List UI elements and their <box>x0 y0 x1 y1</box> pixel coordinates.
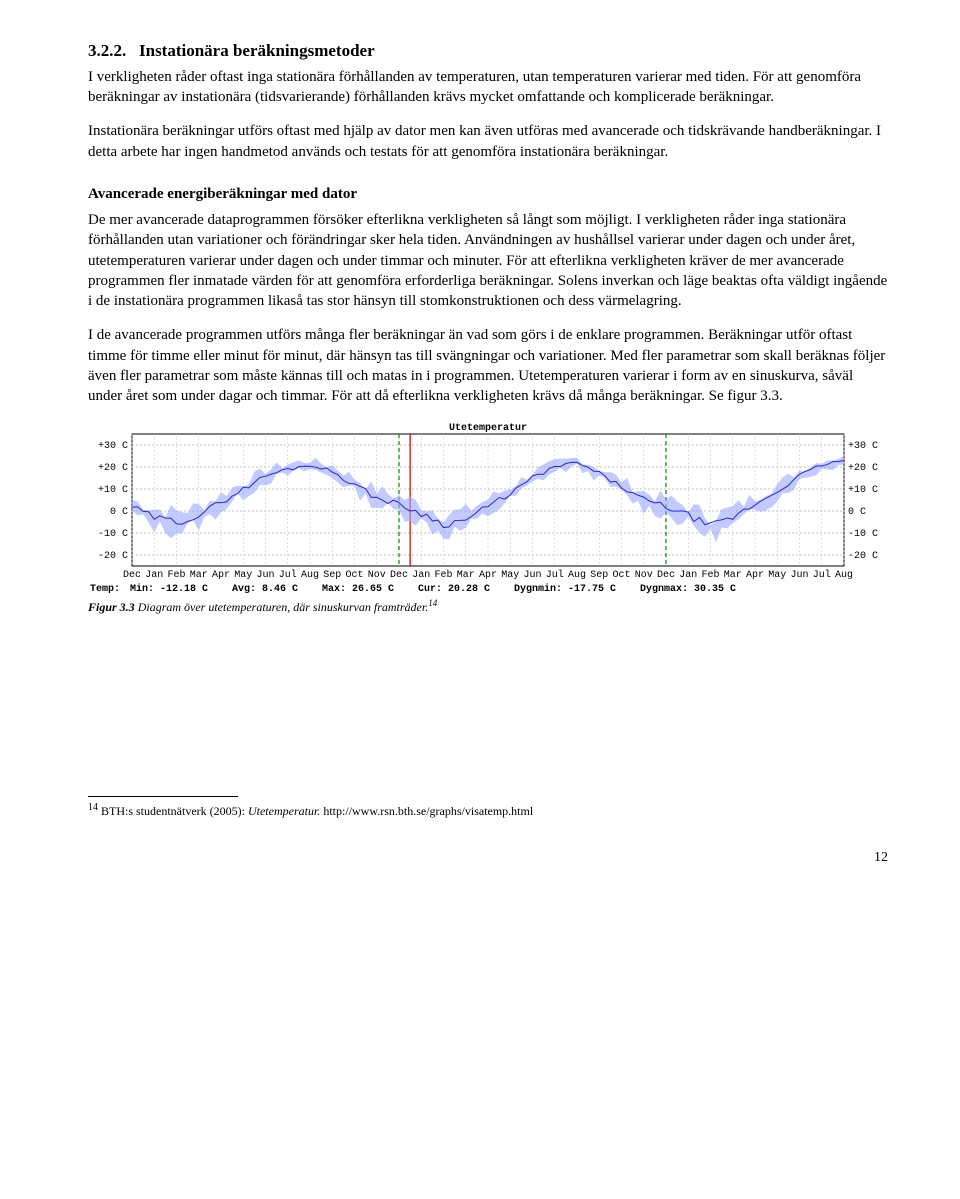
svg-text:Cur: 20.28 C: Cur: 20.28 C <box>418 584 490 595</box>
svg-text:-10 C: -10 C <box>98 529 128 540</box>
svg-text:Min: -12.18 C: Min: -12.18 C <box>130 583 208 595</box>
figure-caption: Figur 3.3 Diagram över utetemperaturen, … <box>88 597 888 615</box>
section-title: Instationära beräkningsmetoder <box>139 41 375 60</box>
svg-text:Jul: Jul <box>546 569 564 581</box>
svg-text:Jun: Jun <box>523 570 541 581</box>
svg-text:Utetemperatur: Utetemperatur <box>449 423 527 434</box>
caption-superscript: 14 <box>428 598 437 608</box>
subheading: Avancerade energiberäkningar med dator <box>88 184 888 204</box>
svg-text:Jan: Jan <box>145 570 163 581</box>
svg-text:Jan: Jan <box>679 570 697 581</box>
section-heading: 3.2.2. Instationära beräkningsmetoder <box>88 40 888 63</box>
page-number: 12 <box>88 849 888 868</box>
paragraph-3: De mer avancerade dataprogrammen försöke… <box>88 210 888 311</box>
footnote-tail: http://www.rsn.bth.se/graphs/visatemp.ht… <box>320 804 533 818</box>
svg-text:May: May <box>768 570 786 581</box>
svg-text:Dec: Dec <box>123 570 141 581</box>
svg-text:Oct: Oct <box>345 570 363 581</box>
svg-text:0 C: 0 C <box>110 507 128 518</box>
footnote-rule <box>88 796 238 797</box>
svg-text:Aug: Aug <box>301 570 319 581</box>
temperature-chart: Utetemperatur -20 C -20 C -10 C -10 C 0 C 0 C +… <box>88 420 888 595</box>
svg-text:Mar: Mar <box>724 570 742 581</box>
svg-text:0 C: 0 C <box>848 507 866 518</box>
svg-text:-20 C: -20 C <box>848 551 878 562</box>
svg-text:Apr: Apr <box>212 570 230 581</box>
svg-text:Aug: Aug <box>835 570 853 581</box>
svg-text:Mar: Mar <box>190 570 208 581</box>
svg-text:Temp:: Temp: <box>90 584 120 595</box>
svg-text:Dygnmin: -17.75 C: Dygnmin: -17.75 C <box>514 583 616 595</box>
svg-text:Feb: Feb <box>701 569 719 581</box>
svg-text:-10 C: -10 C <box>848 529 878 540</box>
svg-text:Jun: Jun <box>790 570 808 581</box>
svg-text:Jul: Jul <box>813 569 831 581</box>
svg-text:Jun: Jun <box>256 570 274 581</box>
footnote-text: BTH:s studentnätverk (2005): <box>98 804 248 818</box>
svg-text:Apr: Apr <box>746 570 764 581</box>
footnote: 14 BTH:s studentnätverk (2005): Utetempe… <box>88 801 888 819</box>
svg-text:Max: 26.65 C: Max: 26.65 C <box>322 584 394 595</box>
chart-svg: Utetemperatur -20 C -20 C -10 C -10 C 0 C 0 C +… <box>88 420 888 595</box>
svg-text:Dec: Dec <box>657 570 675 581</box>
caption-prefix: Figur 3.3 <box>88 600 135 614</box>
footnote-number: 14 <box>88 802 98 813</box>
svg-text:+30 C: +30 C <box>848 441 878 452</box>
svg-text:Mar: Mar <box>457 570 475 581</box>
svg-text:Dec: Dec <box>390 570 408 581</box>
svg-text:Aug: Aug <box>568 570 586 581</box>
svg-text:+20 C: +20 C <box>98 463 128 474</box>
svg-text:Nov: Nov <box>635 570 653 581</box>
svg-text:Oct: Oct <box>612 570 630 581</box>
svg-text:+30 C: +30 C <box>98 441 128 452</box>
paragraph-1: I verkligheten råder oftast inga station… <box>88 67 888 108</box>
svg-text:Feb: Feb <box>167 569 185 581</box>
svg-text:+10 C: +10 C <box>98 485 128 496</box>
section-number: 3.2.2. <box>88 41 126 60</box>
footnote-italic: Utetemperatur. <box>248 804 320 818</box>
svg-text:Nov: Nov <box>368 570 386 581</box>
svg-text:Jan: Jan <box>412 570 430 581</box>
caption-text: Diagram över utetemperaturen, där sinusk… <box>135 600 429 614</box>
svg-text:Avg: 8.46 C: Avg: 8.46 C <box>232 584 298 595</box>
paragraph-2: Instationära beräkningar utförs oftast m… <box>88 121 888 162</box>
svg-text:-20 C: -20 C <box>98 551 128 562</box>
svg-text:+10 C: +10 C <box>848 485 878 496</box>
paragraph-4: I de avancerade programmen utförs många … <box>88 325 888 406</box>
svg-text:May: May <box>234 570 252 581</box>
svg-text:Jul: Jul <box>279 569 297 581</box>
svg-text:Feb: Feb <box>434 569 452 581</box>
svg-text:Sep: Sep <box>590 570 608 581</box>
svg-text:May: May <box>501 570 519 581</box>
svg-text:+20 C: +20 C <box>848 463 878 474</box>
svg-text:Dygnmax: 30.35 C: Dygnmax: 30.35 C <box>640 584 736 595</box>
svg-text:Apr: Apr <box>479 570 497 581</box>
svg-text:Sep: Sep <box>323 570 341 581</box>
